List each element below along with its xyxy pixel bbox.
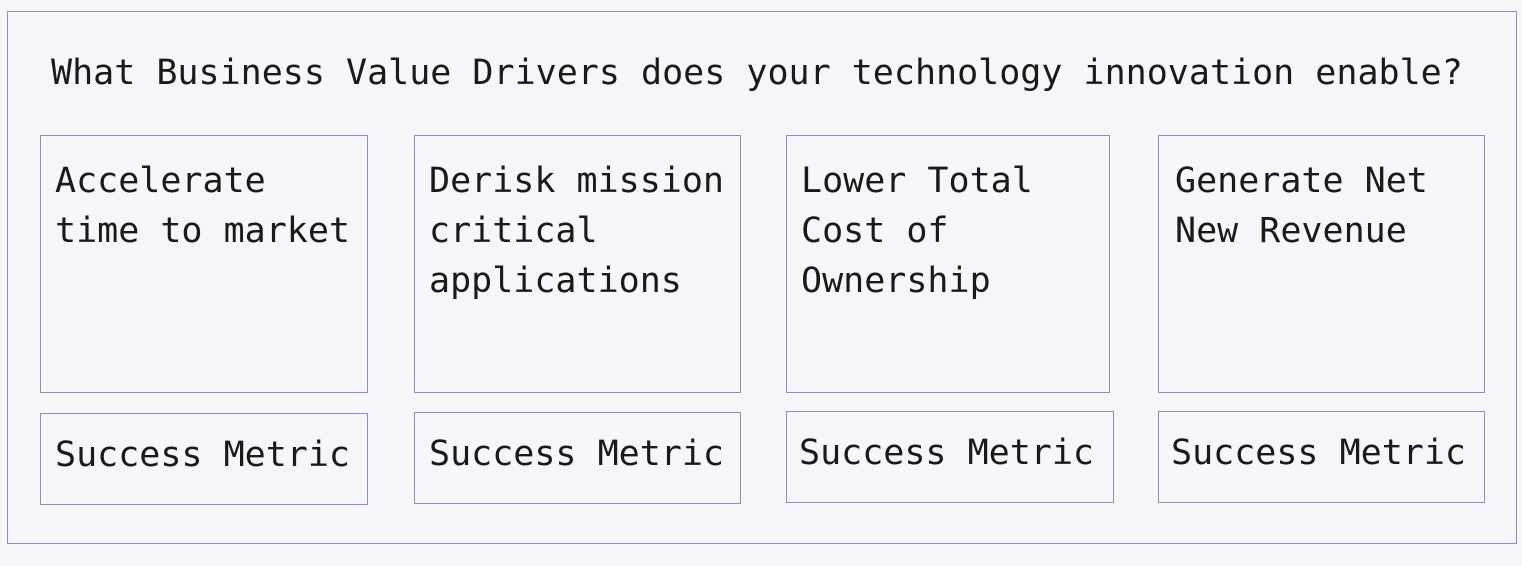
success-metric-card-1[interactable]: Success Metric — [40, 413, 368, 505]
success-metric-card-2[interactable]: Success Metric — [414, 412, 741, 504]
success-metric-card-4[interactable]: Success Metric — [1158, 411, 1485, 503]
driver-card-1[interactable]: Accelerate time to market — [40, 135, 368, 393]
page-title: What Business Value Drivers does your te… — [51, 53, 1463, 93]
driver-card-3[interactable]: Lower Total Cost of Ownership — [786, 135, 1110, 393]
success-metric-card-3[interactable]: Success Metric — [786, 411, 1114, 503]
driver-card-4[interactable]: Generate Net New Revenue — [1158, 135, 1485, 393]
value-drivers-panel — [7, 11, 1517, 544]
driver-card-2[interactable]: Derisk mission critical applications — [414, 135, 741, 393]
